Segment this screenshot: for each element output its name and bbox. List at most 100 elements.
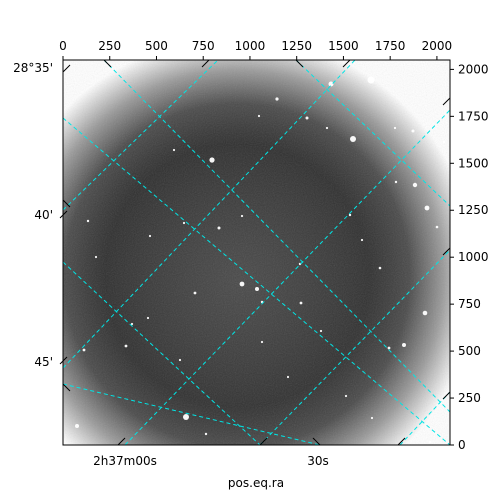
star	[422, 310, 428, 316]
x-tick-label: 750	[192, 39, 215, 53]
star	[428, 440, 432, 444]
x-tick-label: 500	[145, 39, 168, 53]
star	[178, 358, 182, 362]
coordinate-grid	[63, 60, 450, 445]
grid-line	[63, 60, 219, 211]
star	[75, 424, 79, 428]
grid-line	[295, 60, 450, 207]
plot-frame	[62, 59, 451, 446]
star	[325, 126, 329, 130]
star	[286, 375, 290, 379]
wcs-tick	[62, 199, 71, 208]
ra-tick-label-0: 2h37m00s	[93, 454, 157, 468]
star	[348, 213, 352, 217]
star	[239, 281, 245, 287]
ra-axis-title: pos.eq.ra	[228, 476, 284, 490]
y-tick-label: 1750	[458, 109, 489, 123]
star	[217, 226, 221, 230]
wcs-tick	[59, 210, 68, 219]
grid-line	[399, 391, 450, 445]
y-tick-label: 1000	[458, 250, 489, 264]
star	[124, 344, 128, 348]
x-tick-label: 0	[59, 39, 67, 53]
x-tick-label: 1250	[281, 39, 312, 53]
ra-tick-label-1: 30s	[307, 454, 329, 468]
star	[82, 348, 86, 352]
wcs-tick	[295, 59, 304, 68]
grid-line	[103, 60, 450, 413]
star	[350, 136, 356, 142]
wcs-tick	[342, 59, 351, 68]
star	[344, 394, 348, 398]
x-tick-label: 1000	[235, 39, 266, 53]
x-axis-top: 0 250 500 750 1000 1250 1500 1750 2000	[59, 39, 452, 60]
star	[183, 414, 189, 420]
wcs-tick	[62, 64, 71, 73]
dec-tick-label: 40'	[34, 208, 53, 222]
star	[260, 340, 264, 344]
star	[240, 214, 244, 218]
y-tick-label: 1500	[458, 156, 489, 170]
dec-tick-label: 28°35'	[13, 61, 53, 75]
wcs-tick	[312, 437, 321, 446]
star-field	[75, 76, 446, 444]
star	[360, 238, 364, 242]
star	[402, 343, 406, 347]
star	[442, 140, 446, 144]
grid-line	[259, 249, 450, 445]
x-tick-label: 2000	[422, 39, 453, 53]
y-tick-label: 2000	[458, 62, 489, 76]
star	[130, 322, 134, 326]
star	[146, 316, 150, 320]
wcs-tick	[397, 437, 406, 446]
star	[412, 182, 418, 188]
x-tick-label: 1750	[375, 39, 406, 53]
wcs-tick	[59, 356, 68, 365]
wcs-tick	[103, 59, 112, 68]
star	[299, 301, 303, 305]
x-tick-label: 250	[98, 39, 121, 53]
y-tick-label: 750	[458, 297, 481, 311]
star	[435, 225, 439, 229]
wcs-tick	[201, 59, 210, 68]
star	[411, 129, 415, 133]
grid-line	[124, 109, 450, 445]
star	[182, 221, 186, 225]
wcs-tick	[117, 437, 126, 446]
x-tick-label: 1500	[328, 39, 359, 53]
star	[257, 114, 261, 118]
grid-line	[63, 261, 261, 445]
star	[424, 205, 430, 211]
star	[328, 81, 334, 87]
wcs-tick	[442, 97, 451, 106]
y-tick-label: 500	[458, 344, 481, 358]
grid-line	[63, 60, 356, 369]
star	[209, 157, 215, 163]
y-tick-label: 250	[458, 391, 481, 405]
star	[367, 76, 375, 84]
star	[86, 219, 90, 223]
star	[387, 346, 391, 350]
wcs-tick	[442, 391, 451, 400]
star	[193, 291, 197, 295]
grid-line	[63, 383, 321, 445]
ra-label-text: 30s	[307, 454, 329, 468]
star	[370, 416, 374, 420]
star	[394, 180, 398, 184]
star	[275, 97, 279, 101]
star	[255, 287, 259, 291]
ra-label-text: 2h37m00s	[93, 454, 157, 468]
y-tick-label: 1250	[458, 203, 489, 217]
star	[204, 432, 208, 436]
star	[172, 148, 176, 152]
star	[393, 126, 397, 130]
y-tick-label: 0	[458, 438, 466, 452]
wcs-tick	[259, 437, 268, 446]
grid-line	[63, 117, 450, 445]
wcs-tick-marks	[59, 59, 451, 446]
star	[378, 266, 382, 270]
dec-tick-label: 45'	[34, 355, 53, 369]
star	[94, 255, 98, 259]
star	[148, 234, 152, 238]
